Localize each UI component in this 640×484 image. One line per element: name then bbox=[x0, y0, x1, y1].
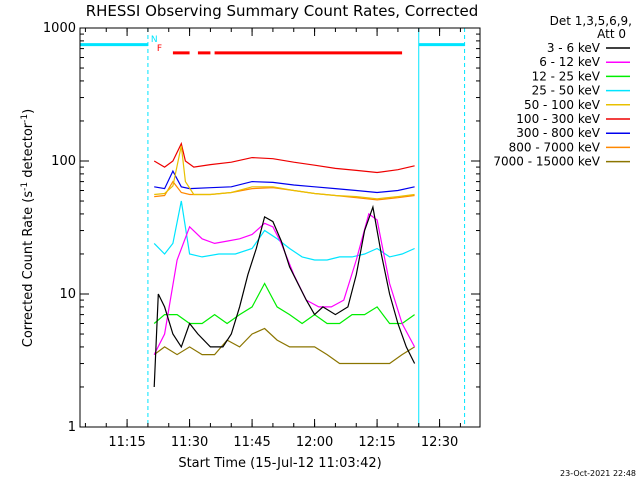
legend-label-1: 6 - 12 keV bbox=[539, 55, 601, 69]
x-tick-label-4: 12:15 bbox=[358, 435, 395, 450]
y-tick-label-1: 10 bbox=[59, 287, 76, 302]
legend-label-5: 100 - 300 keV bbox=[516, 112, 600, 126]
y-tick-label-2: 100 bbox=[51, 154, 76, 169]
chart-title: RHESSI Observing Summary Count Rates, Co… bbox=[86, 2, 479, 20]
series-line-4 bbox=[154, 145, 415, 200]
plot-area: NF bbox=[79, 28, 466, 427]
legend-header-detectors: Det 1,3,5,6,9, bbox=[550, 14, 632, 28]
x-tick-label-3: 12:00 bbox=[296, 435, 333, 450]
y-axis-label-part2: detector bbox=[21, 122, 36, 182]
legend-label-0: 3 - 6 keV bbox=[547, 41, 601, 55]
series-line-5 bbox=[153, 141, 415, 174]
footer-timestamp: 23-Oct-2021 22:48 bbox=[560, 469, 636, 478]
x-tick-label-5: 12:30 bbox=[421, 435, 458, 450]
x-tick-label-1: 11:30 bbox=[171, 435, 208, 450]
legend-label-6: 300 - 800 keV bbox=[516, 126, 600, 140]
y-axis-label-part3: ) bbox=[21, 109, 36, 114]
series-line-3 bbox=[153, 200, 415, 261]
y-axis-label: Corrected Count Rate (s-1 detector-1) bbox=[20, 109, 36, 347]
y-axis-label-part1: Corrected Count Rate (s bbox=[21, 191, 36, 348]
y-tick-label-0: 1 bbox=[68, 420, 76, 435]
y-axis-label-sup2: -1 bbox=[20, 114, 30, 123]
x-tick-label-2: 11:45 bbox=[233, 435, 270, 450]
x-tick-label-0: 11:15 bbox=[108, 435, 145, 450]
series-line-0 bbox=[153, 204, 416, 388]
legend-label-8: 7000 - 15000 keV bbox=[493, 155, 600, 169]
legend-label-3: 25 - 50 keV bbox=[532, 84, 601, 98]
legend-label-4: 50 - 100 keV bbox=[524, 98, 601, 112]
y-axis-label-sup1: -1 bbox=[20, 182, 30, 191]
flag-n-label: N bbox=[151, 35, 158, 45]
series-line-1 bbox=[153, 212, 416, 355]
flag-f-label: F bbox=[157, 44, 162, 54]
series-line-6 bbox=[154, 169, 415, 194]
legend-header-attenuator: Att 0 bbox=[597, 27, 626, 41]
series-line-2 bbox=[153, 282, 415, 325]
axis-ticks: 1 10 100 1000 11:15 11:30 11:45 12:00 12:15 12:30 bbox=[43, 21, 480, 450]
plot-frame bbox=[79, 27, 481, 428]
series-line-7 bbox=[154, 180, 415, 201]
y-tick-label-3: 1000 bbox=[43, 21, 76, 36]
legend-label-7: 800 - 7000 keV bbox=[509, 140, 601, 154]
series-line-8 bbox=[153, 327, 415, 365]
x-axis-label: Start Time (15-Jul-12 11:03:42) bbox=[178, 456, 381, 471]
legend-label-2: 12 - 25 keV bbox=[532, 69, 601, 83]
